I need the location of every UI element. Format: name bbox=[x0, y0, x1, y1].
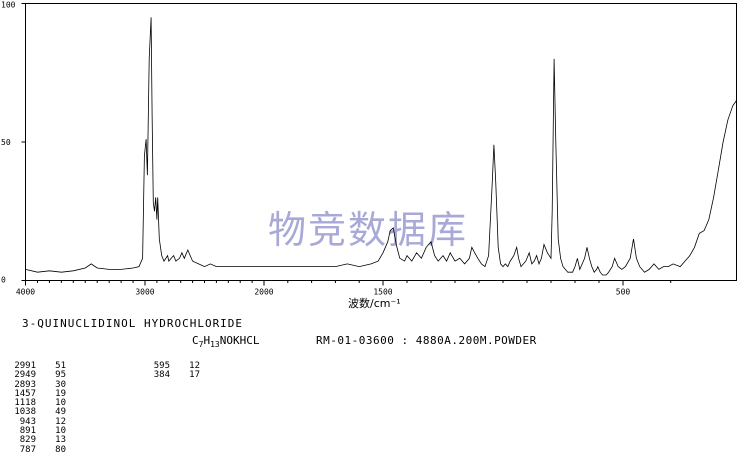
x-tick-label: 500 bbox=[616, 288, 631, 297]
peak-row: 2949 95 bbox=[8, 370, 66, 381]
y-tick-label: 0 bbox=[1, 276, 6, 285]
peak-wavenumber: 2893 bbox=[14, 379, 36, 390]
peak-table-column-2: 595 12 384 17 bbox=[142, 361, 200, 381]
peak-row: 2991 51 bbox=[8, 361, 66, 371]
peak-value: 49 bbox=[55, 407, 66, 418]
peak-wavenumber: 384 bbox=[153, 370, 170, 381]
peak-row: 787 80 bbox=[8, 444, 66, 455]
peak-row: 1038 49 bbox=[8, 407, 66, 418]
peak-value: 13 bbox=[55, 435, 66, 446]
peak-row: 1457 19 bbox=[8, 388, 66, 399]
peak-value: 12 bbox=[55, 416, 66, 427]
peak-row: 891 10 bbox=[8, 426, 66, 437]
x-axis-ticks: 4000 3000 2000 1500 500 bbox=[16, 280, 672, 297]
y-tick-label: 50 bbox=[1, 138, 11, 147]
peak-row: 384 17 bbox=[142, 370, 200, 381]
peak-wavenumber: 891 bbox=[19, 426, 36, 437]
x-tick-label: 2000 bbox=[254, 288, 273, 297]
peak-value: 51 bbox=[55, 361, 66, 371]
formula-c: C bbox=[192, 334, 199, 347]
peak-value: 10 bbox=[55, 426, 66, 437]
x-tick-label: 1500 bbox=[373, 288, 392, 297]
peak-row: 1118 10 bbox=[8, 398, 66, 409]
peak-row: 2893 30 bbox=[8, 379, 66, 390]
formula-rest: NOKHCL bbox=[219, 334, 260, 347]
peak-wavenumber: 2991 bbox=[14, 361, 36, 371]
peak-value: 17 bbox=[189, 370, 200, 381]
peak-value: 30 bbox=[55, 379, 66, 390]
peak-wavenumber: 829 bbox=[19, 435, 36, 446]
peak-wavenumber: 787 bbox=[19, 444, 36, 455]
y-tick-label: 100 bbox=[1, 1, 16, 10]
peak-value: 80 bbox=[55, 444, 66, 455]
peak-wavenumber: 1118 bbox=[14, 398, 36, 409]
peak-table-column-1: 2991 51 2949 95 2893 30 1457 19 1118 10 1038 49 943 1… bbox=[8, 361, 66, 455]
x-axis-label: 波数/cm⁻¹ bbox=[348, 297, 401, 310]
peak-wavenumber: 595 bbox=[153, 361, 170, 371]
peak-wavenumber: 1038 bbox=[14, 407, 36, 418]
peak-value: 10 bbox=[55, 398, 66, 409]
x-tick-label: 3000 bbox=[135, 288, 154, 297]
formula-h: H bbox=[203, 334, 211, 347]
peak-row: 829 13 bbox=[8, 435, 66, 446]
formula-h-count: 13 bbox=[210, 340, 220, 349]
spectrum-line bbox=[25, 17, 737, 276]
compound-name: 3-QUINUCLIDINOL HYDROCHLORIDE bbox=[22, 317, 244, 330]
peak-value: 12 bbox=[189, 361, 200, 371]
x-tick-label: 4000 bbox=[16, 288, 35, 297]
watermark: 物竞数据库 bbox=[268, 208, 468, 252]
molecular-formula: C7H13NOKHCL bbox=[192, 335, 259, 351]
peak-value: 19 bbox=[55, 388, 66, 399]
formula-c-count: 7 bbox=[198, 340, 204, 349]
peak-wavenumber: 1457 bbox=[14, 388, 36, 399]
peak-wavenumber: 943 bbox=[19, 416, 36, 427]
peak-row: 595 12 bbox=[142, 361, 200, 371]
peak-value: 95 bbox=[55, 370, 66, 381]
spectrum-info: RM-01-03600 : 4880A.200M.POWDER bbox=[316, 334, 537, 347]
y-axis-ticks: 100 50 0 bbox=[1, 1, 26, 285]
peak-wavenumber: 2949 bbox=[14, 370, 36, 381]
peak-row: 943 12 bbox=[8, 416, 66, 427]
